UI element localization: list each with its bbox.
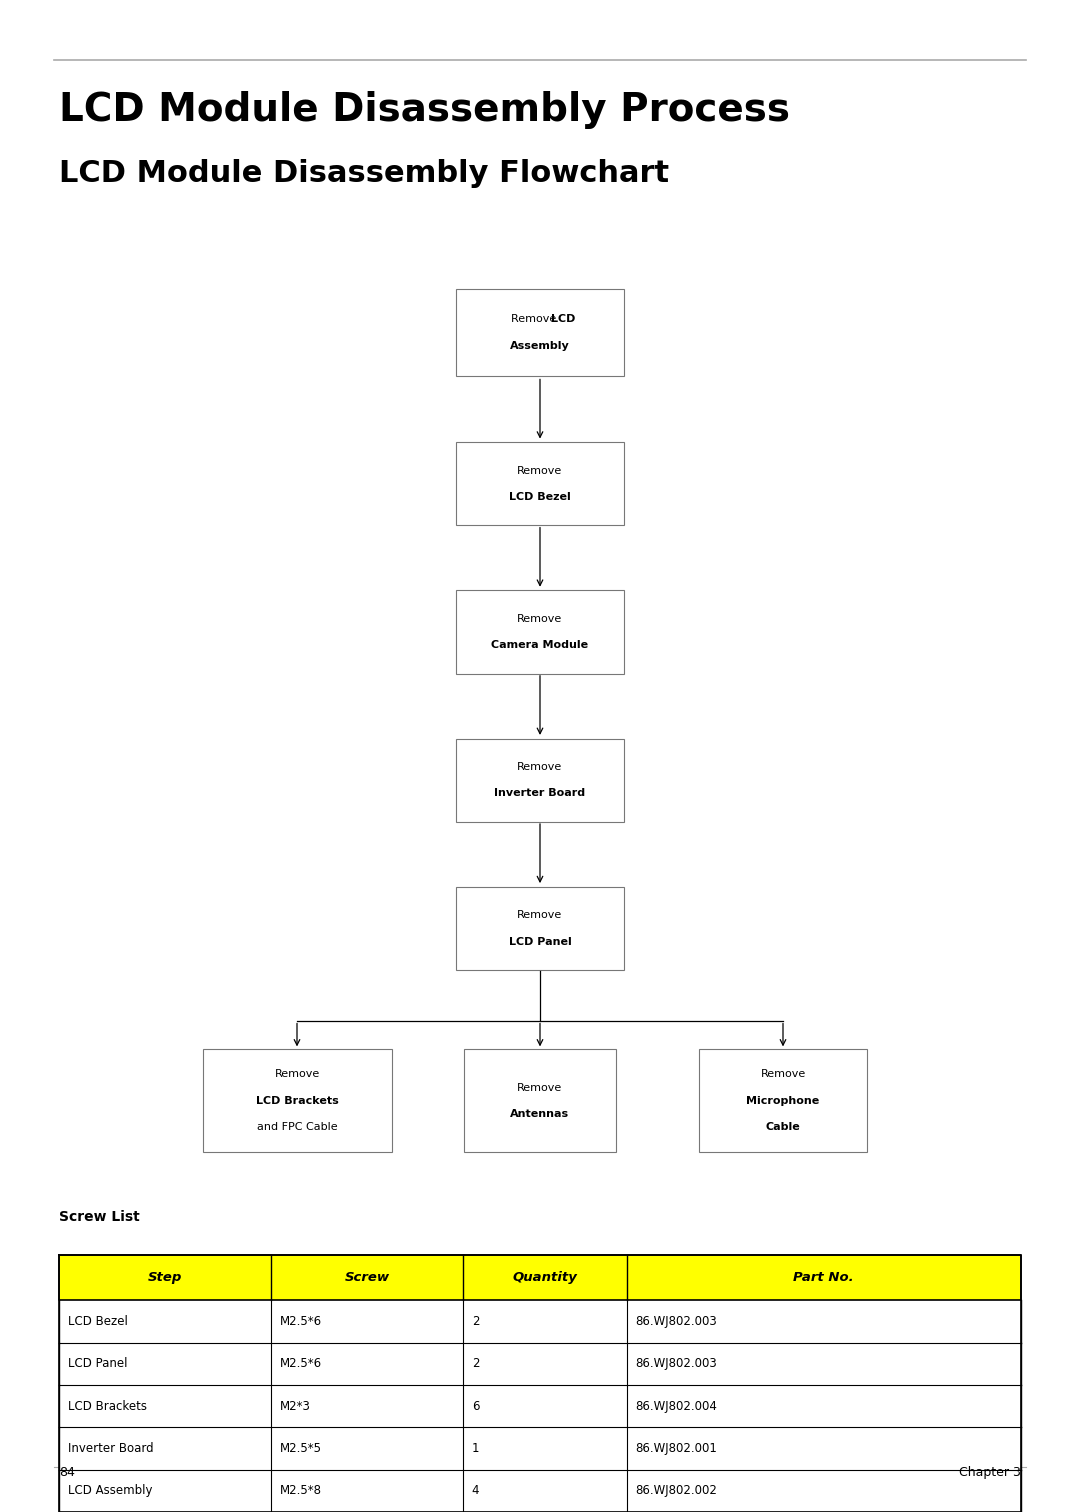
Text: Inverter Board: Inverter Board [495,788,585,798]
Text: Antennas: Antennas [511,1108,569,1119]
Text: LCD: LCD [552,314,576,325]
Text: 1: 1 [472,1442,480,1455]
Text: 86.WJ802.002: 86.WJ802.002 [635,1485,717,1497]
Text: Remove: Remove [512,314,561,325]
Text: 86.WJ802.001: 86.WJ802.001 [635,1442,717,1455]
Bar [59,1385,1021,1427]
Text: LCD Panel: LCD Panel [509,936,571,947]
Text: 86.WJ802.004: 86.WJ802.004 [635,1400,717,1412]
Text: Remove: Remove [517,910,563,921]
Text: LCD Assembly: LCD Assembly [68,1485,152,1497]
Text: Chapter 3: Chapter 3 [959,1465,1021,1479]
Text: Microphone: Microphone [746,1096,820,1105]
Text: Quantity: Quantity [512,1272,577,1284]
Text: Screw List: Screw List [59,1210,140,1223]
Text: LCD Brackets: LCD Brackets [256,1096,338,1105]
Text: LCD Panel: LCD Panel [68,1358,127,1370]
Bar [203,1049,392,1152]
Text: LCD Brackets: LCD Brackets [68,1400,147,1412]
Text: M2*3: M2*3 [280,1400,310,1412]
Bar [59,1255,1021,1300]
Text: 84: 84 [59,1465,76,1479]
Text: and FPC Cable: and FPC Cable [257,1122,337,1132]
Text: Remove: Remove [517,614,563,624]
Text: Assembly: Assembly [510,340,570,351]
Bar [59,1470,1021,1512]
Text: Step: Step [148,1272,183,1284]
Bar [464,1049,616,1152]
Text: Cable: Cable [766,1122,800,1132]
Text: M2.5*8: M2.5*8 [280,1485,322,1497]
Text: LCD Bezel: LCD Bezel [68,1315,127,1328]
Text: Remove: Remove [517,762,563,773]
Text: 86.WJ802.003: 86.WJ802.003 [635,1315,717,1328]
Bar [457,886,624,971]
Text: M2.5*6: M2.5*6 [280,1315,322,1328]
Text: Remove: Remove [517,466,563,476]
Bar [457,289,624,376]
Text: 86.WJ802.003: 86.WJ802.003 [635,1358,717,1370]
Text: M2.5*6: M2.5*6 [280,1358,322,1370]
Text: Part No.: Part No. [793,1272,854,1284]
Text: LCD Module Disassembly Flowchart: LCD Module Disassembly Flowchart [59,159,670,187]
Bar [457,590,624,674]
Bar [457,442,624,525]
Text: M2.5*5: M2.5*5 [280,1442,322,1455]
Bar [457,739,624,823]
Text: 2: 2 [472,1358,480,1370]
Text: LCD Bezel: LCD Bezel [509,491,571,502]
Bar [59,1427,1021,1470]
Text: Remove: Remove [274,1069,320,1080]
Text: Remove: Remove [517,1083,563,1093]
Bar [59,1300,1021,1343]
Text: Remove: Remove [760,1069,806,1080]
Text: Camera Module: Camera Module [491,640,589,650]
Text: Inverter Board: Inverter Board [68,1442,153,1455]
Text: Screw: Screw [345,1272,390,1284]
Text: 2: 2 [472,1315,480,1328]
Bar [59,1343,1021,1385]
Text: 4: 4 [472,1485,480,1497]
Text: 6: 6 [472,1400,480,1412]
Bar [700,1049,867,1152]
Text: LCD Module Disassembly Process: LCD Module Disassembly Process [59,91,791,129]
